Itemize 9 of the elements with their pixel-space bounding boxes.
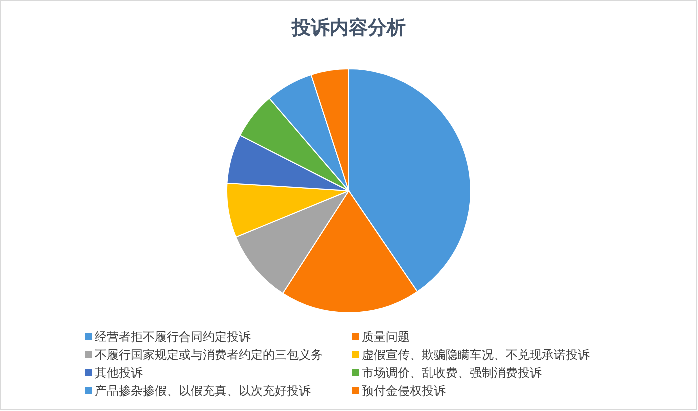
legend-label: 经营者拒不履行合同约定投诉 xyxy=(95,330,251,344)
legend-label: 产品掺杂掺假、以假充真、以次充好投诉 xyxy=(95,384,311,398)
legend-label: 虚假宣传、欺骗隐瞒车况、不兑现承诺投诉 xyxy=(362,348,590,362)
chart-title: 投诉内容分析 xyxy=(291,17,406,39)
legend-label: 预付金侵权投诉 xyxy=(362,384,446,398)
legend-label: 其他投诉 xyxy=(95,366,143,380)
legend-label: 市场调价、乱收费、强制消费投诉 xyxy=(362,366,542,380)
legend-label: 不履行国家规定或与消费者约定的三包义务 xyxy=(95,348,323,362)
legend-label: 质量问题 xyxy=(362,330,410,344)
